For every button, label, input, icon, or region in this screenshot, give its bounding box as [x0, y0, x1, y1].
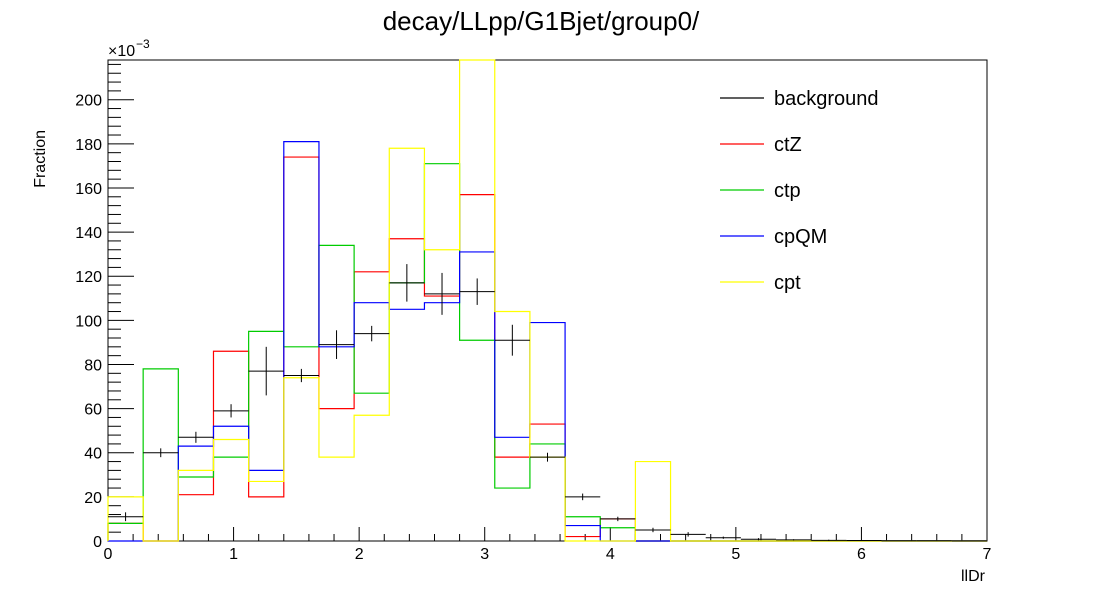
- y-tick-label: 120: [75, 269, 102, 286]
- x-tick-label: 2: [355, 546, 364, 563]
- legend-entry-ctz: ctZ: [720, 134, 802, 156]
- x-tick-label: 0: [104, 546, 113, 563]
- x-tick-label: 6: [857, 546, 866, 563]
- series-background-point: [283, 368, 319, 383]
- series-background-point: [354, 325, 390, 342]
- series-background-point: [811, 539, 847, 541]
- series-background-point: [670, 532, 706, 537]
- series-background-point: [635, 527, 671, 533]
- y-tick-label: 140: [75, 225, 102, 242]
- axis-ticks: 0 1 2 3 4 5 6 7 0 20 40 60 80 100 120 140 160 180 200: [75, 63, 992, 563]
- y-tick-label: 80: [84, 357, 102, 374]
- legend-label: ctZ: [774, 134, 802, 156]
- y-exponent-base: ×10: [108, 43, 135, 60]
- series-background-point: [248, 346, 284, 396]
- series-background-point: [389, 264, 425, 302]
- y-axis-label: Fraction: [32, 130, 49, 188]
- legend-label: cpQM: [774, 226, 827, 248]
- y-tick-label: 20: [84, 490, 102, 507]
- legend-label: cpt: [774, 272, 801, 294]
- series-ctp-line: [107, 163, 987, 542]
- y-exponent-power: −3: [136, 37, 150, 51]
- legend-entry-background: background: [720, 88, 879, 110]
- series-cpt-line: [107, 59, 987, 542]
- legend: background ctZ ctp cpQM cpt: [720, 88, 879, 294]
- series-cpqm-line: [108, 141, 987, 542]
- series-background-point: [600, 516, 636, 522]
- series-background-point: [108, 512, 144, 522]
- chart-title: decay/LLpp/G1Bjet/group0/: [383, 6, 700, 36]
- y-tick-label: 60: [84, 402, 102, 419]
- x-tick-label: 4: [606, 546, 615, 563]
- series-background-point: [178, 431, 214, 443]
- legend-label: ctp: [774, 180, 801, 202]
- x-tick-label: 3: [480, 546, 489, 563]
- legend-label: background: [774, 88, 879, 110]
- series-background-point: [529, 452, 566, 462]
- series-background-point: [318, 330, 355, 359]
- y-tick-label: 40: [84, 446, 102, 463]
- y-tick-label: 0: [93, 534, 102, 551]
- legend-entry-ctp: ctp: [720, 180, 801, 202]
- legend-entry-cpqm: cpQM: [720, 226, 827, 248]
- series-background-point: [565, 493, 601, 501]
- series-background-point: [740, 538, 777, 541]
- y-tick-label: 180: [75, 137, 102, 154]
- series-background-point: [213, 404, 249, 418]
- legend-entry-cpt: cpt: [720, 272, 801, 294]
- series-background-point: [776, 539, 812, 541]
- series-background-point: [705, 536, 741, 539]
- y-axis-exponent: ×10 −3: [108, 37, 150, 60]
- series-background-point: [459, 278, 495, 305]
- y-tick-label: 200: [75, 93, 102, 110]
- series-background-point: [143, 448, 179, 458]
- x-axis-label: llDr: [961, 568, 986, 585]
- y-tick-label: 160: [75, 181, 102, 198]
- x-tick-label: 5: [731, 546, 740, 563]
- plot-frame: [107, 59, 988, 542]
- series-layer: [107, 59, 987, 542]
- series-background-point: [424, 272, 460, 315]
- series-background-point: [846, 540, 882, 542]
- y-tick-label: 100: [75, 313, 102, 330]
- x-tick-label: 7: [983, 546, 992, 563]
- series-background-point: [494, 324, 530, 356]
- series-ctz-line: [107, 156, 987, 542]
- x-tick-label: 1: [229, 546, 238, 563]
